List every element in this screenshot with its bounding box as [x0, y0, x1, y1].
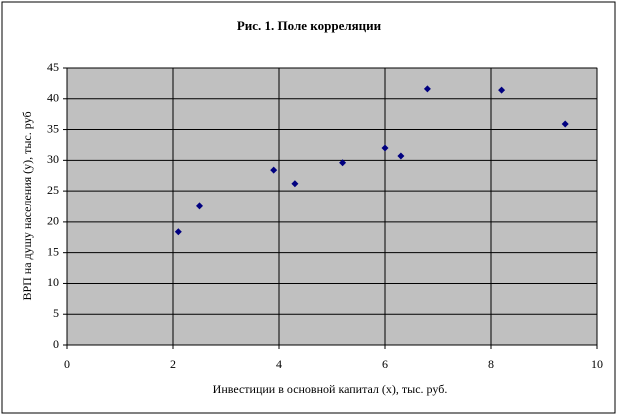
plot-area	[66, 67, 598, 346]
point	[423, 85, 431, 93]
x-tick-label: 6	[382, 357, 388, 371]
y-tick-label: 35	[47, 121, 59, 135]
point	[196, 202, 203, 210]
point	[174, 228, 182, 236]
y-tick-label: 45	[47, 60, 59, 74]
y-tick-label: 15	[47, 244, 59, 258]
x-tick-label: 0	[64, 357, 70, 371]
y-tick-label: 30	[47, 152, 59, 166]
x-axis-label: Инвестиции в основной капитал (х), тыс. …	[213, 382, 448, 396]
y-tick-label: 10	[47, 275, 59, 289]
point	[381, 144, 389, 152]
x-tick-label: 10	[591, 357, 603, 371]
y-tick-label: 0	[53, 337, 59, 351]
point	[397, 152, 405, 160]
x-tick-label: 2	[170, 357, 176, 371]
point	[498, 86, 506, 94]
y-tick-label: 25	[47, 183, 59, 197]
y-axis-label: ВРП на душу населения (у), тыс. руб	[20, 111, 34, 300]
point	[339, 159, 347, 167]
x-tick-label: 4	[276, 357, 282, 371]
point	[270, 166, 278, 174]
y-tick-label: 40	[47, 91, 59, 105]
x-tick-label: 8	[488, 357, 494, 371]
point	[291, 180, 299, 188]
y-tick-label: 20	[47, 214, 59, 228]
point	[561, 120, 569, 128]
chart-title: Рис. 1. Поле корреляции	[237, 18, 382, 33]
y-tick-label: 5	[53, 306, 59, 320]
